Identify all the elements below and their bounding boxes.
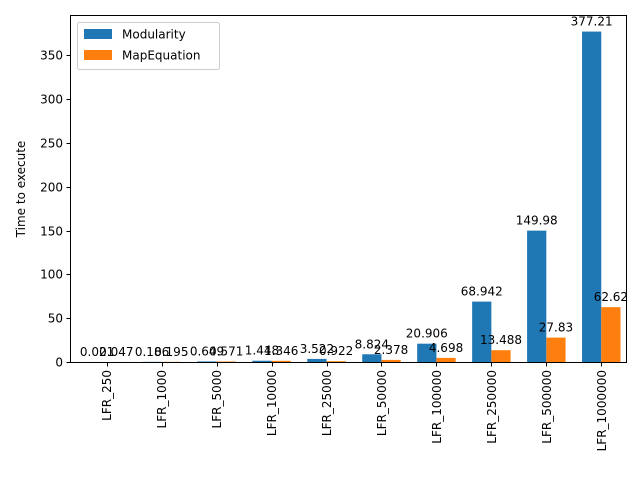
- bar-mapequation-lfr-5000: [216, 361, 236, 362]
- data-label-mapequation: 1.346: [264, 344, 298, 358]
- data-label-modularity: 8.824: [355, 337, 389, 351]
- legend-label-modularity: Modularity: [122, 28, 186, 42]
- y-tick-label: 50: [48, 312, 63, 326]
- bar-modularity-lfr-50000: [362, 354, 382, 362]
- x-tick-label: LFR_50000: [375, 370, 389, 436]
- bar-modularity-lfr-100000: [417, 343, 437, 362]
- y-tick-label: 150: [40, 225, 63, 239]
- y-axis: 0 50 100 150 200 250 300 350: [40, 49, 71, 370]
- bar-modularity-lfr-5000: [197, 361, 217, 362]
- x-tick-label: LFR_25000: [320, 370, 334, 436]
- x-tick-label: LFR_10000: [265, 370, 279, 436]
- bars-layer: [87, 31, 621, 363]
- data-label-mapequation: 13.488: [480, 333, 522, 347]
- legend: Modularity MapEquation: [77, 22, 220, 70]
- data-label-modularity: 68.942: [461, 285, 503, 299]
- bar-modularity-lfr-10000: [252, 360, 272, 362]
- x-axis: LFR_250 LFR_1000 LFR_5000 LFR_10000 LFR_2500…: [100, 362, 609, 451]
- y-tick-label: 200: [40, 181, 63, 195]
- y-tick-label: 350: [40, 49, 63, 63]
- legend-swatch-mapequation: [84, 50, 112, 60]
- bar-mapequation-lfr-100000: [436, 357, 456, 362]
- data-label-mapequation: 0.195: [154, 345, 188, 359]
- legend-swatch-modularity: [84, 29, 112, 39]
- plot-frame: [70, 15, 627, 363]
- bar-modularity-lfr-1000000: [582, 31, 602, 363]
- x-tick-label: LFR_250: [100, 370, 114, 421]
- bar-modularity-lfr-250000: [472, 301, 492, 362]
- bar-mapequation-lfr-25000: [326, 361, 346, 362]
- x-tick-label: LFR_100000: [430, 370, 444, 444]
- bar-modularity-lfr-500000: [527, 230, 547, 362]
- bar-mapequation-lfr-250000: [491, 350, 511, 362]
- legend-box: [77, 22, 220, 70]
- data-label-modularity: 3.522: [300, 342, 334, 356]
- data-label-mapequation: 0.922: [319, 344, 353, 358]
- x-tick-label: LFR_1000: [155, 370, 169, 428]
- data-label-modularity: 0.021: [80, 345, 114, 359]
- x-tick-label: LFR_1000000: [595, 370, 609, 451]
- bar-mapequation-lfr-50000: [381, 359, 401, 362]
- bar-modularity-lfr-25000: [307, 358, 327, 362]
- y-tick-label: 250: [40, 137, 63, 151]
- data-label-modularity: 1.448: [245, 344, 279, 358]
- y-tick-label: 100: [40, 268, 63, 282]
- x-tick-label: LFR_5000: [210, 370, 224, 428]
- data-labels-layer: 0.021 0.186 0.649 1.448 3.522 8.824 20.906 68.9…: [80, 15, 628, 359]
- data-label-modularity: 20.906: [406, 327, 448, 341]
- bar-mapequation-lfr-1000000: [601, 307, 621, 362]
- data-label-mapequation: 4.698: [429, 341, 463, 355]
- data-label-mapequation: 0.047: [99, 345, 133, 359]
- x-tick-label: LFR_250000: [485, 370, 499, 444]
- data-label-modularity: 377.21: [571, 15, 613, 29]
- y-axis-label: Time to execute: [14, 141, 28, 239]
- data-label-modularity: 0.186: [135, 345, 169, 359]
- data-label-modularity: 149.98: [516, 214, 558, 228]
- bar-mapequation-lfr-10000: [271, 360, 291, 362]
- data-label-mapequation: 27.83: [539, 321, 573, 335]
- data-label-mapequation: 62.62: [594, 290, 628, 304]
- y-tick-label: 0: [55, 356, 63, 370]
- data-label-mapequation: 2.378: [374, 343, 408, 357]
- data-label-modularity: 0.649: [190, 344, 224, 358]
- legend-label-mapequation: MapEquation: [122, 49, 200, 63]
- x-tick-label: LFR_500000: [540, 370, 554, 444]
- bar-mapequation-lfr-500000: [546, 337, 566, 362]
- y-tick-label: 300: [40, 93, 63, 107]
- data-label-mapequation: 0.571: [209, 345, 243, 359]
